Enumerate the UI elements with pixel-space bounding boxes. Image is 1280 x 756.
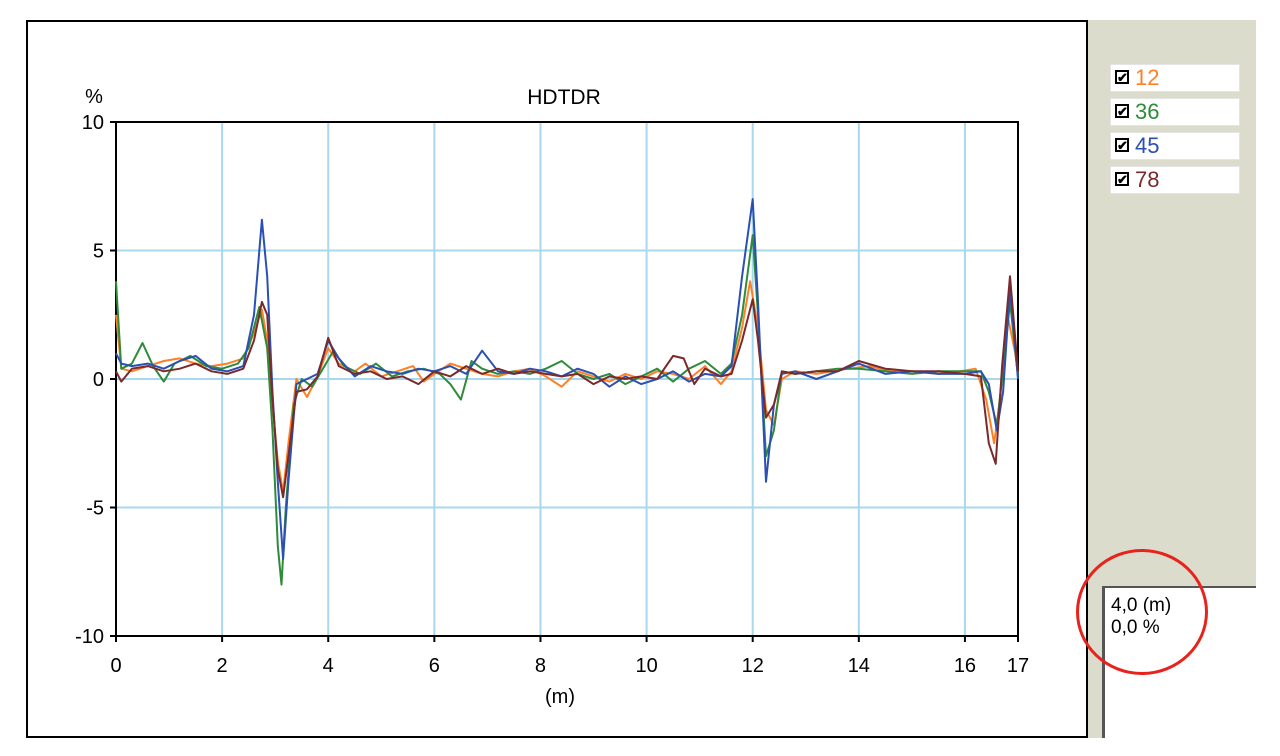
legend-item-12[interactable]: ✔ 12 — [1110, 64, 1240, 92]
grid — [116, 122, 1018, 636]
legend-label: 36 — [1135, 99, 1160, 124]
x-axis-label: (m) — [545, 686, 575, 708]
legend-checkbox[interactable]: ✔ — [1115, 104, 1129, 119]
tick-layer: 0 2 4 6 8 10 12 14 16 17 10 5 0 -5 -10 — [75, 112, 1029, 677]
chart-svg: 0 2 4 6 8 10 12 14 16 17 10 5 0 -5 -10 HDTDR % (m) — [75, 86, 1029, 708]
series-line-78 — [115, 275, 1019, 499]
legend-item-36[interactable]: ✔ 36 — [1110, 98, 1240, 126]
series-layer — [115, 198, 1019, 586]
x-tick-label: 4 — [323, 655, 334, 677]
y-axis-label: % — [85, 86, 103, 108]
series-line-36 — [115, 234, 1019, 586]
legend-label: 78 — [1135, 167, 1160, 192]
legend-item-78[interactable]: ✔ 78 — [1110, 166, 1240, 194]
legend-checkbox[interactable]: ✔ — [1115, 172, 1129, 187]
y-tick-label: 0 — [93, 369, 104, 391]
readout-value: 0,0 % — [1111, 617, 1160, 638]
x-tick-label: 17 — [1007, 655, 1029, 677]
x-tick-label: 12 — [742, 655, 764, 677]
series-line-12 — [115, 280, 1019, 494]
x-tick-label: 16 — [954, 655, 976, 677]
x-tick-label: 10 — [635, 655, 657, 677]
y-tick-label: -5 — [86, 498, 104, 520]
y-tick-label: -10 — [75, 626, 104, 648]
legend-label: 12 — [1135, 65, 1160, 90]
cursor-readout: 4,0 (m) 0,0 % — [1102, 586, 1256, 738]
x-tick-label: 8 — [535, 655, 546, 677]
x-tick-label: 2 — [217, 655, 228, 677]
legend-checkbox[interactable]: ✔ — [1115, 70, 1129, 85]
y-tick-label: 10 — [82, 112, 104, 134]
chart-title: HDTDR — [527, 86, 601, 109]
y-tick-label: 5 — [93, 241, 104, 263]
x-tick-label: 6 — [429, 655, 440, 677]
legend-label: 45 — [1135, 133, 1160, 158]
x-tick-label: 14 — [848, 655, 870, 677]
readout-position: 4,0 (m) — [1111, 595, 1172, 616]
legend-item-45[interactable]: ✔ 45 — [1110, 132, 1240, 160]
x-tick-label: 0 — [110, 655, 121, 677]
legend-checkbox[interactable]: ✔ — [1115, 138, 1129, 153]
